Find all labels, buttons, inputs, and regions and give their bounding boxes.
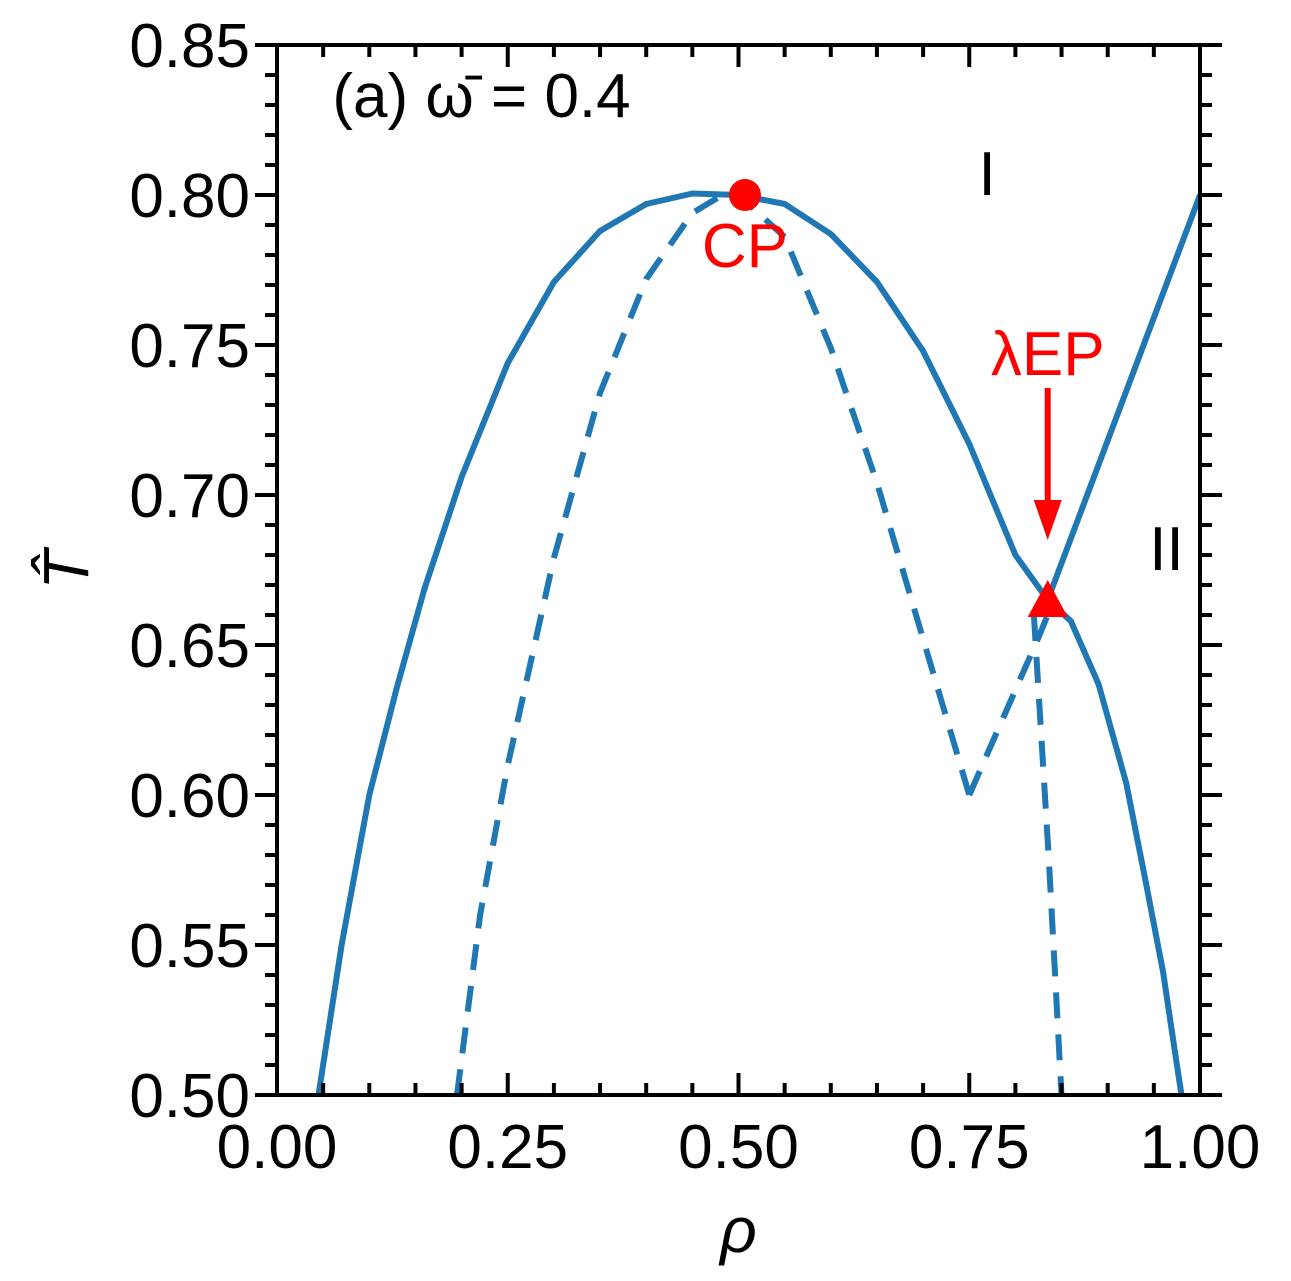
series-line-1-solid — [1045, 597, 1185, 1095]
x-tick-label: 0.50 — [678, 1113, 799, 1182]
y-axis-label: T̂ — [30, 547, 102, 590]
y-tick-label: 0.80 — [129, 162, 250, 231]
series-line-5-dashed — [1030, 614, 1065, 1095]
y-tick-label: 0.65 — [129, 612, 250, 681]
panel-label: (a) ω̄ = 0.4 — [332, 62, 630, 131]
marker-layer — [728, 179, 1068, 617]
plot-frame — [275, 43, 1202, 1097]
series-line-0-solid — [315, 190, 1051, 1095]
critical-point-marker — [728, 179, 761, 211]
y-tick-label: 0.60 — [129, 762, 250, 831]
region-label-II: II — [1149, 515, 1183, 584]
lambda-end-point-marker — [1027, 580, 1068, 617]
x-axis-label: ρ — [718, 1194, 757, 1266]
y-tick-label: 0.70 — [129, 462, 250, 531]
x-tick-label: 0.75 — [909, 1113, 1030, 1182]
region-label-I: I — [978, 140, 995, 209]
y-tick-label: 0.55 — [129, 912, 250, 981]
x-tick-label: 0.00 — [217, 1113, 338, 1182]
series-line-2-solid — [1044, 193, 1200, 602]
cp-label: CP — [702, 212, 788, 281]
x-tick-label: 1.00 — [1140, 1113, 1261, 1182]
series-line-4-dashed — [966, 613, 1051, 797]
label-layer: 0.00 0.25 0.50 0.75 1.00 0.50 0.55 0.60 0.65 0.70… — [30, 12, 1260, 1266]
x-tick-label: 0.25 — [447, 1113, 568, 1182]
lambda-ep-label: λEP — [991, 320, 1105, 389]
y-tick-label: 0.85 — [129, 12, 250, 81]
lambda-ep-arrowhead — [1033, 500, 1062, 540]
series-line-3-dashed — [454, 192, 973, 1095]
y-tick-label: 0.75 — [129, 312, 250, 381]
y-tick-label: 0.50 — [129, 1062, 250, 1131]
series-layer — [315, 190, 1200, 1095]
